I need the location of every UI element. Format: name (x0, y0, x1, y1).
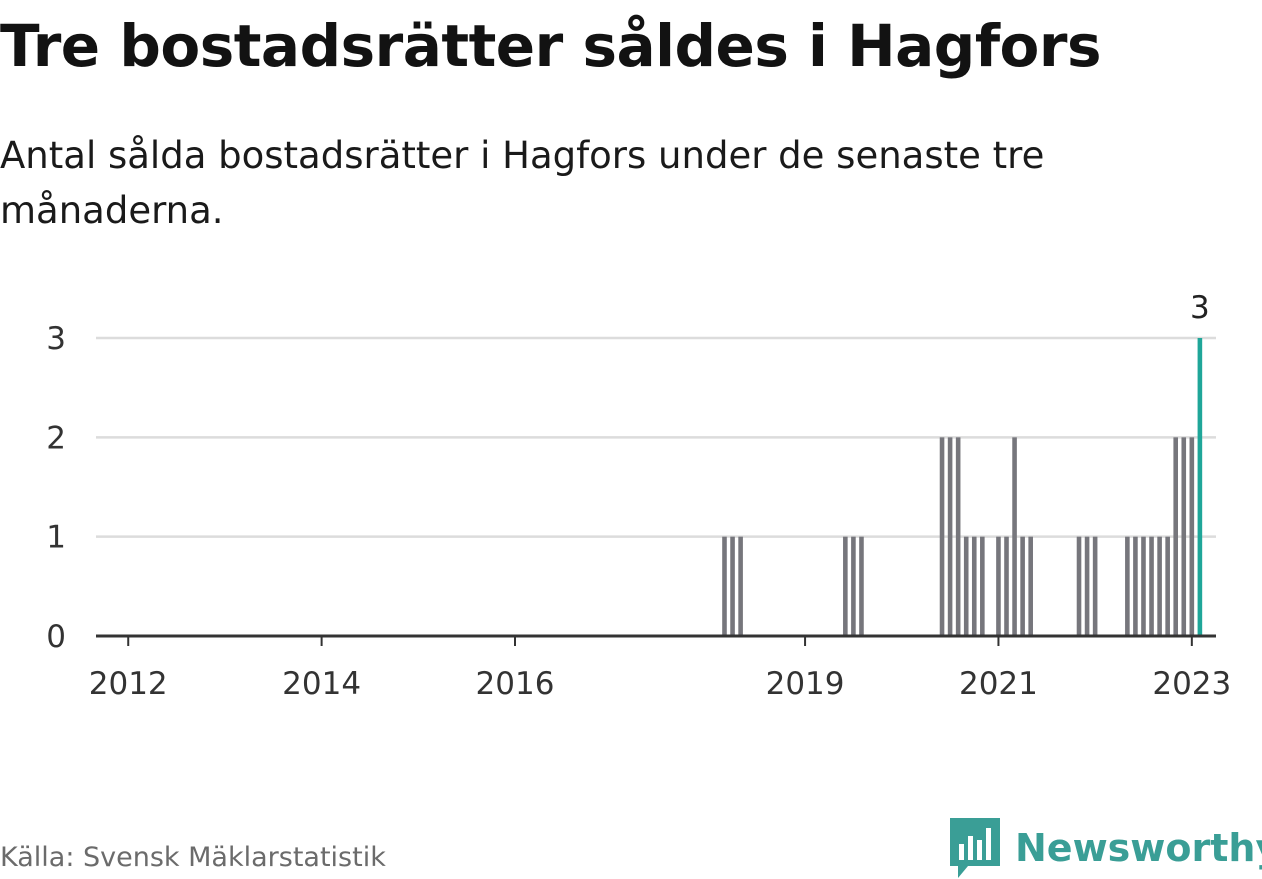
bar (851, 536, 856, 636)
annotations: 3 (1190, 290, 1210, 326)
bar (1157, 536, 1162, 636)
bar (1004, 536, 1009, 636)
bars (722, 338, 1203, 636)
logo-bar (959, 844, 964, 860)
x-tick-label: 2023 (1152, 666, 1231, 700)
bar (722, 536, 727, 636)
bar (947, 437, 953, 636)
bar-highlight (1197, 338, 1203, 636)
bar (1165, 536, 1170, 636)
bar (843, 536, 848, 636)
bar (1173, 437, 1179, 636)
brand-name: Newsworthy (1015, 826, 1262, 870)
bar (1149, 536, 1154, 636)
chart-subtitle: Antal sålda bostadsrätter i Hagfors unde… (0, 134, 1045, 232)
bar (980, 536, 985, 636)
x-tick-label: 2021 (959, 666, 1038, 700)
bar-chart: 2012 2014 2016 2019 2021 2023 0 1 2 3 3 (46, 290, 1231, 700)
x-tick-label: 2014 (282, 666, 361, 700)
bar (859, 536, 864, 636)
x-axis-ticks: 2012 2014 2016 2019 2021 2023 (89, 636, 1231, 700)
newsworthy-bar-chart-logo-icon (950, 818, 1000, 878)
y-tick-label: 3 (46, 321, 66, 357)
y-tick-label: 0 (46, 619, 66, 655)
bar (1012, 437, 1017, 636)
bar (1028, 536, 1033, 636)
logo-bar (977, 840, 982, 860)
x-tick-label: 2019 (766, 666, 845, 700)
bar (1125, 536, 1130, 636)
logo-bar (986, 828, 991, 860)
bar (1133, 536, 1138, 636)
logo-bar (968, 836, 973, 860)
bar (730, 536, 735, 636)
y-axis-labels: 0 1 2 3 (46, 321, 66, 655)
newsworthy-brand: Newsworthy (950, 818, 1262, 878)
bar (939, 437, 945, 636)
bar (971, 536, 977, 636)
bar (1181, 437, 1187, 636)
bar (738, 536, 743, 636)
gridlines (96, 336, 1216, 538)
bar (996, 536, 1001, 636)
chart-title: Tre bostadsrätter såldes i Hagfors (0, 12, 1102, 80)
bar (955, 437, 961, 636)
y-tick-label: 1 (46, 520, 66, 556)
bar (963, 536, 969, 636)
x-tick-label: 2016 (476, 666, 555, 700)
bar (1092, 536, 1098, 636)
x-tick-label: 2012 (89, 666, 168, 700)
source-note: Källa: Svensk Mäklarstatistik (0, 842, 386, 873)
y-tick-label: 2 (46, 420, 66, 456)
bar (1189, 437, 1195, 636)
data-label: 3 (1190, 290, 1210, 326)
bar (1076, 536, 1082, 636)
logo-speech-bubble (950, 818, 1000, 878)
bar (1141, 536, 1146, 636)
bar (1084, 536, 1090, 636)
bar (1020, 536, 1025, 636)
